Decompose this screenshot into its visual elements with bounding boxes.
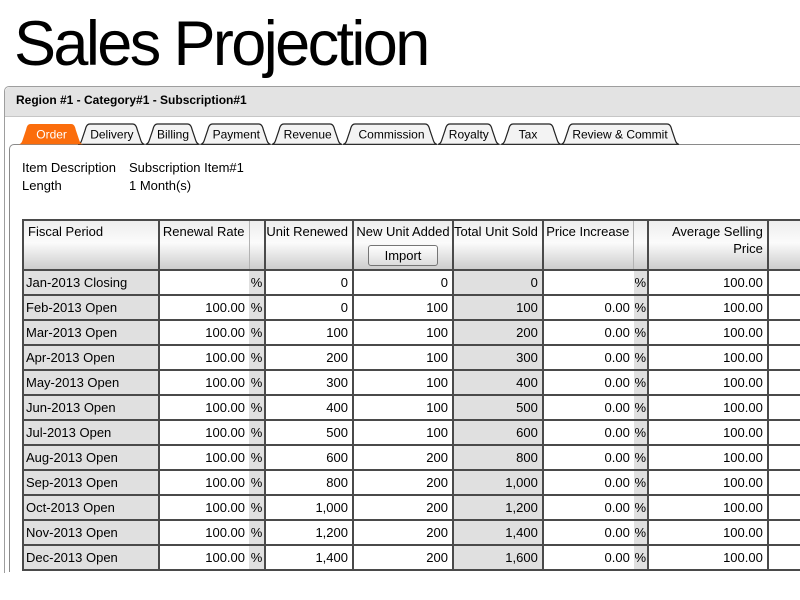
svg-text:Royalty: Royalty [449, 128, 489, 142]
svg-text:Delivery: Delivery [90, 128, 133, 142]
svg-text:Billing: Billing [157, 128, 189, 142]
svg-text:Order: Order [36, 128, 67, 142]
svg-text:Payment: Payment [213, 128, 261, 142]
svg-text:Review & Commit: Review & Commit [572, 128, 668, 142]
svg-text:Revenue: Revenue [284, 128, 332, 142]
svg-text:Tax: Tax [519, 128, 538, 142]
svg-text:Commission: Commission [358, 128, 424, 142]
